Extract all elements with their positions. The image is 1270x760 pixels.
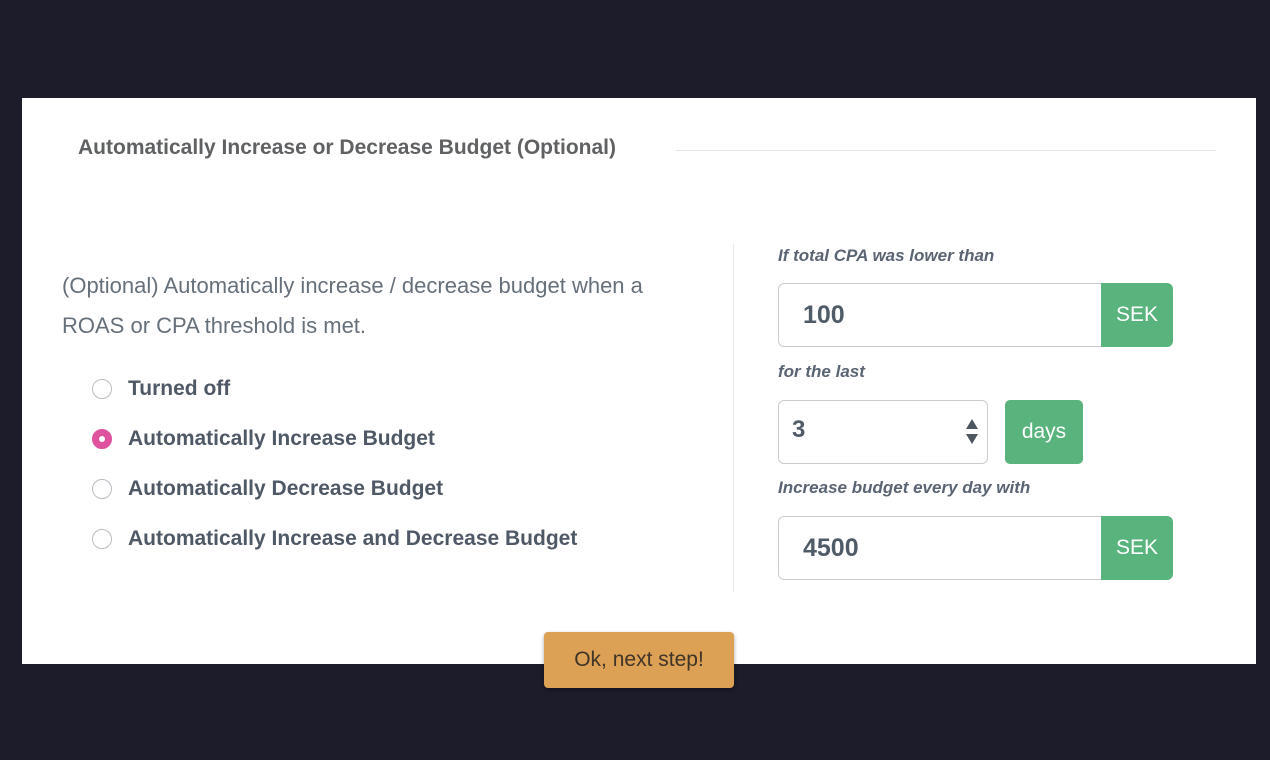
radio-option-increase[interactable]: Automatically Increase Budget [92,414,577,464]
radio-option-turned-off[interactable]: Turned off [92,364,577,414]
spinner-arrows-icon[interactable] [966,419,980,447]
radio-button[interactable] [92,529,112,549]
cpa-threshold-label: If total CPA was lower than [778,246,995,265]
cpa-threshold-input[interactable] [778,283,1101,347]
radio-button-selected[interactable] [92,429,112,449]
section-title: Automatically Increase or Decrease Budge… [78,136,616,159]
description-text: (Optional) Automatically increase / decr… [62,273,643,338]
radio-option-increase-and-decrease[interactable]: Automatically Increase and Decrease Budg… [92,514,577,564]
budget-mode-radio-group: Turned off Automatically Increase Budget… [92,364,577,564]
days-unit-badge: days [1005,400,1083,464]
increase-amount-group: SEK [778,516,1173,580]
currency-addon: SEK [1101,283,1173,347]
budget-panel: Automatically Increase or Decrease Budge… [22,98,1256,664]
radio-label: Automatically Decrease Budget [128,477,444,500]
period-days-stepper[interactable]: 3 [778,400,988,464]
radio-label: Automatically Increase Budget [128,427,435,450]
column-divider [733,244,734,592]
title-divider [676,150,1216,151]
next-step-button[interactable]: Ok, next step! [544,632,734,688]
radio-option-decrease[interactable]: Automatically Decrease Budget [92,464,577,514]
radio-label: Turned off [128,377,231,400]
increase-amount-label: Increase budget every day with [778,478,1031,497]
cpa-threshold-group: SEK [778,283,1173,347]
period-label: for the last [778,362,865,381]
radio-label: Automatically Increase and Decrease Budg… [128,527,578,550]
currency-addon: SEK [1101,516,1173,580]
radio-button[interactable] [92,379,112,399]
radio-button[interactable] [92,479,112,499]
period-days-value: 3 [792,416,806,443]
increase-amount-input[interactable] [778,516,1101,580]
